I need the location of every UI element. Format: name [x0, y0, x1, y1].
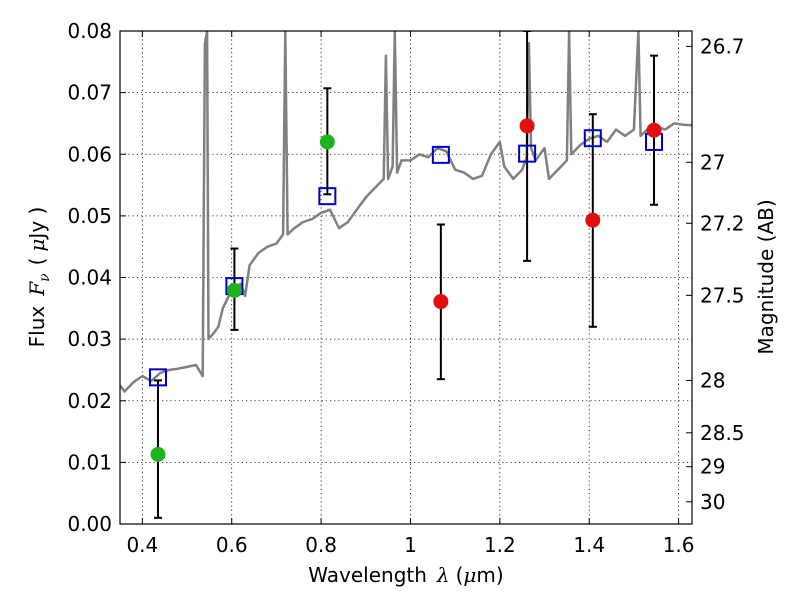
x-tick-label: 1.2 — [484, 533, 516, 557]
template-spectrum-line — [120, 31, 692, 393]
y-tick-label: 0.00 — [67, 512, 112, 536]
y-tick-label: 0.01 — [67, 450, 112, 474]
y-tick-label: 0.07 — [67, 81, 112, 105]
red-data-point — [433, 294, 449, 310]
y-tick-label: 0.02 — [67, 389, 112, 413]
y-tick-label: 0.08 — [67, 19, 112, 43]
green-data-point — [150, 446, 166, 462]
y-tick-label: 0.04 — [67, 266, 112, 290]
y-axis-title-mu: μ — [25, 239, 49, 252]
x-axis-title-mu: μ — [463, 563, 476, 587]
y-axis-title-subscript: ν — [37, 273, 53, 282]
green-data-point — [319, 134, 335, 150]
model-square-marker — [518, 144, 537, 163]
y2-tick-label: 27.5 — [700, 283, 745, 307]
model-square-marker — [148, 368, 167, 387]
green-data-point — [226, 282, 242, 298]
model-square-marker — [431, 145, 450, 164]
y-axis-title: Flux Fν ( μJy ) — [25, 207, 53, 348]
x-axis-title: Wavelength λ (μm) — [308, 563, 503, 587]
x-tick-label: 0.8 — [305, 533, 337, 557]
y-axis-title-prefix: Flux — [25, 306, 49, 348]
red-data-point — [646, 122, 662, 138]
y-tick-label: 0.05 — [67, 204, 112, 228]
y2-tick-label: 30 — [700, 490, 725, 514]
x-axis-title-prefix: Wavelength — [308, 563, 427, 587]
x-tick-label: 1.4 — [573, 533, 605, 557]
y2-tick-label: 27 — [700, 150, 725, 174]
x-axis-title-unit: m) — [476, 563, 503, 587]
x-tick-label: 1 — [404, 533, 417, 557]
model-square-marker — [318, 187, 337, 206]
y2-tick-label: 27.2 — [700, 211, 745, 235]
red-data-point — [585, 212, 601, 228]
x-tick-label: 0.6 — [216, 533, 248, 557]
x-axis-title-symbol: λ — [436, 563, 450, 587]
red-data-point — [519, 118, 535, 134]
x-tick-label: 1.6 — [663, 533, 695, 557]
ticks: 0.4 0.6 0.8 1 1.2 1.4 1.6 0.00 0.01 0.02 0.03 0.04 0… — [67, 19, 744, 557]
y-axis-title-unit: Jy ) — [25, 207, 49, 241]
x-axis-title-open: ( — [456, 563, 464, 587]
x-tick-label: 0.4 — [126, 533, 158, 557]
y2-axis-title: Magnitude (AB) — [754, 199, 778, 354]
y-tick-label: 0.03 — [67, 327, 112, 351]
y-tick-label: 0.06 — [67, 142, 112, 166]
grid — [120, 30, 692, 525]
y2-tick-label: 28 — [700, 368, 725, 392]
y2-tick-label: 29 — [700, 455, 725, 479]
y-axis-title-symbol: F — [25, 281, 49, 297]
model-square-marker — [583, 129, 602, 148]
y2-tick-label: 28.5 — [700, 421, 745, 445]
y2-tick-label: 26.7 — [700, 34, 745, 58]
y-axis-title-open: ( — [25, 258, 49, 266]
series-layer — [120, 31, 692, 519]
